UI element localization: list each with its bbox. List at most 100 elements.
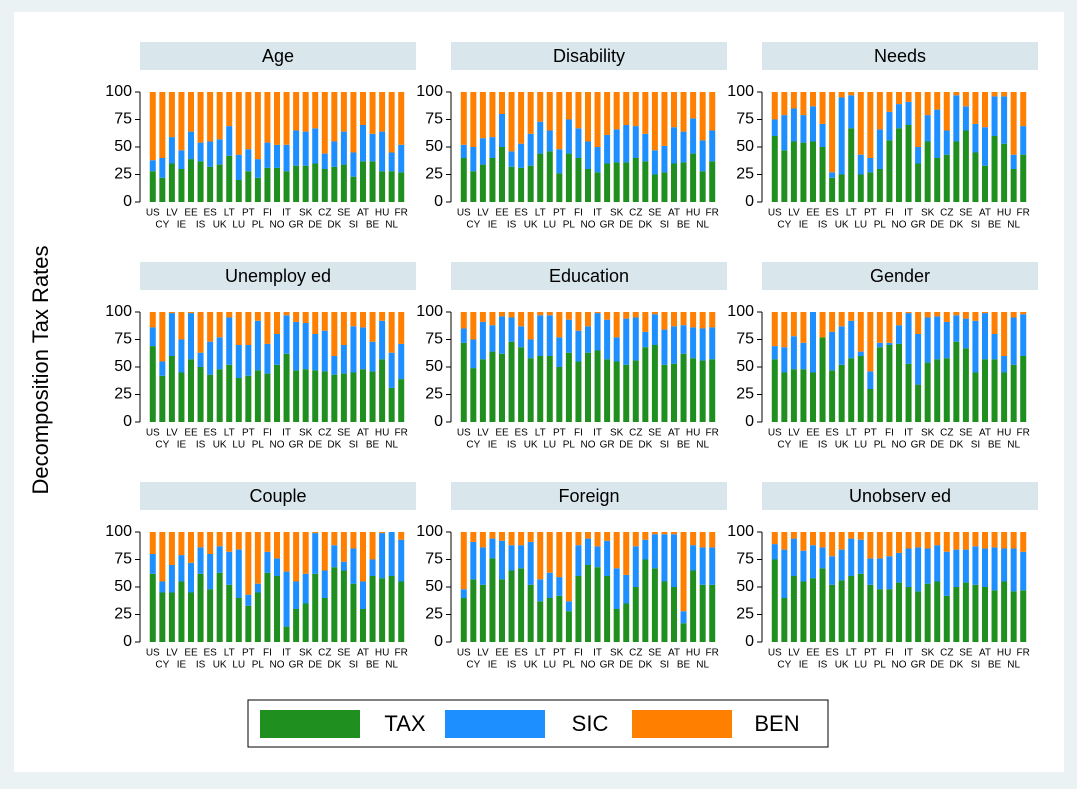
bar-segment — [810, 578, 816, 642]
bar-segment — [790, 369, 797, 422]
y-tick-label: 25 — [736, 386, 754, 403]
y-tick-label: 50 — [736, 578, 754, 595]
bar-segment — [829, 532, 836, 557]
bar-segment — [905, 532, 912, 549]
x-tick-label: SK — [299, 428, 313, 439]
x-tick-label: LU — [232, 220, 245, 231]
bar-segment — [379, 578, 386, 642]
bar-segment — [867, 172, 874, 202]
panel-title: Education — [549, 266, 629, 286]
bar-segment — [790, 108, 797, 142]
x-tick-label: SK — [610, 428, 624, 439]
bar-segment — [680, 325, 687, 354]
bar-segment — [207, 589, 214, 642]
x-tick-label: IS — [196, 220, 206, 231]
bar-segment — [331, 545, 338, 568]
bar-segment — [312, 312, 319, 334]
bar-segment — [207, 166, 214, 202]
x-tick-label: DE — [308, 660, 322, 671]
bar-segment — [876, 92, 883, 130]
bar-segment — [613, 361, 620, 422]
bar-segment — [575, 158, 582, 202]
bar-segment — [398, 312, 405, 344]
bar-segment — [197, 352, 204, 367]
x-tick-label: AT — [357, 428, 369, 439]
bar-segment — [991, 547, 998, 591]
bar-segment — [876, 129, 883, 169]
bar-segment — [972, 584, 979, 642]
x-tick-label: BE — [988, 440, 1002, 451]
bar-segment — [460, 598, 467, 642]
x-tick-label: CZ — [629, 648, 642, 659]
bar-segment — [623, 603, 630, 642]
bar-segment — [905, 313, 912, 364]
x-tick-label: LT — [535, 428, 546, 439]
bar-segment — [642, 539, 649, 560]
bar-segment — [771, 346, 778, 360]
panel-title: Foreign — [558, 486, 619, 506]
y-tick-label: 50 — [114, 138, 132, 155]
bar-segment — [302, 92, 309, 132]
bar-segment — [350, 583, 357, 642]
bar-segment — [398, 379, 405, 422]
bar-segment — [360, 125, 366, 162]
bar-segment — [651, 568, 658, 642]
bar-segment — [867, 371, 874, 389]
bar-segment — [235, 92, 242, 155]
x-tick-label: LT — [224, 648, 235, 659]
bar-segment — [479, 312, 486, 322]
bar-segment — [546, 572, 553, 598]
x-tick-label: PT — [553, 208, 566, 219]
bar-segment — [810, 545, 816, 579]
bar-segment — [360, 609, 366, 642]
bar-segment — [671, 363, 677, 422]
bar-segment — [632, 126, 639, 158]
bar-segment — [331, 532, 338, 546]
bar-segment — [168, 312, 175, 314]
bar-segment — [848, 576, 855, 642]
x-tick-label: GR — [911, 440, 926, 451]
bar-segment — [264, 551, 271, 573]
bar-segment — [982, 359, 988, 422]
bar-segment — [264, 572, 271, 642]
bar-segment — [254, 92, 261, 160]
bar-segment — [671, 532, 677, 535]
bar-segment — [350, 312, 357, 327]
x-tick-label: EE — [806, 648, 820, 659]
bar-segment — [594, 532, 601, 547]
y-tick-label: 100 — [416, 523, 443, 540]
bar-segment — [838, 532, 845, 550]
bar-segment — [771, 136, 778, 202]
x-tick-label: SE — [959, 428, 973, 439]
x-tick-label: CZ — [940, 428, 953, 439]
x-tick-label: IS — [818, 220, 828, 231]
x-tick-label: PT — [864, 208, 877, 219]
bar-segment — [188, 131, 194, 160]
bar-segment — [369, 341, 376, 372]
bar-segment — [604, 319, 611, 360]
bar-segment — [178, 555, 185, 582]
x-tick-label: IS — [818, 660, 828, 671]
bar-segment — [594, 313, 601, 351]
bar-segment — [604, 312, 611, 320]
bar-segment — [388, 171, 395, 202]
bar-segment — [642, 133, 649, 162]
bar-segment — [848, 95, 855, 129]
panel-header — [140, 482, 416, 510]
bar-segment — [585, 312, 591, 327]
panel-title: Unobserv ed — [849, 486, 951, 506]
bar-segment — [527, 339, 534, 359]
bar-segment — [489, 532, 496, 539]
bar-segment — [460, 158, 467, 202]
bar-segment — [379, 533, 386, 579]
bar-segment — [235, 378, 242, 422]
x-tick-label: IT — [904, 648, 913, 659]
bar-segment — [508, 312, 515, 318]
bar-segment — [671, 163, 677, 202]
bar-segment — [149, 346, 156, 422]
y-tick-label: 25 — [736, 606, 754, 623]
x-tick-label: LU — [543, 660, 556, 671]
bar-segment — [896, 532, 902, 553]
x-tick-label: AT — [979, 648, 991, 659]
bar-segment — [642, 331, 649, 348]
